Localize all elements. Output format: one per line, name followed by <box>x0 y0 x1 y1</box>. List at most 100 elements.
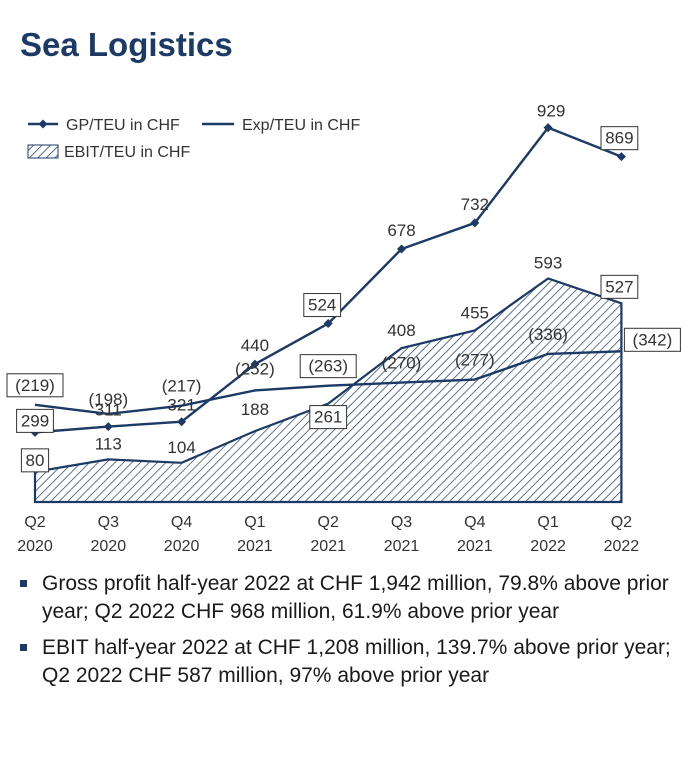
data-label-text: 440 <box>241 336 269 355</box>
data-label-text: (342) <box>633 330 673 349</box>
legend-hatch-icon <box>27 144 59 159</box>
label-box <box>309 405 348 430</box>
gp-data-label: 869 <box>600 126 639 151</box>
ebit-data-label: 527 <box>600 274 639 299</box>
legend-label: GP/TEU in CHF <box>66 117 180 134</box>
gp-data-label: 678 <box>387 221 415 240</box>
tick-year: 2022 <box>530 538 566 555</box>
gp-data-label: 311 <box>95 401 122 420</box>
data-label-text: 261 <box>314 408 342 427</box>
x-tick-label: Q2 2021 <box>310 514 346 555</box>
label-box <box>16 408 54 433</box>
data-label-text: 678 <box>387 221 415 240</box>
ebit-area <box>33 277 623 504</box>
x-tick-label: Q1 2021 <box>237 514 273 555</box>
gp-data-label: 321 <box>167 396 195 415</box>
gp-point-marker <box>470 218 480 228</box>
data-label-text: 188 <box>241 400 269 419</box>
exp-data-label: (252) <box>235 359 275 378</box>
data-label-text: (198) <box>88 390 128 409</box>
exp-teu-line <box>34 350 622 416</box>
tick-year: 2020 <box>91 538 127 555</box>
legend: GP/TEU in CHF Exp/TEU in CHF EBIT/TEU in C… <box>27 117 360 161</box>
tick-year: 2020 <box>164 538 200 555</box>
data-label-text: (336) <box>528 325 568 344</box>
data-label-text: 524 <box>308 296 336 315</box>
bullet-text: EBIT half-year 2022 at CHF 1,208 million… <box>42 636 671 687</box>
legend-diamond-icon <box>38 119 48 129</box>
gp-data-label: 929 <box>537 102 565 121</box>
legend-item-exp: Exp/TEU in CHF <box>202 117 360 134</box>
x-tick-label: Q2 2020 <box>17 514 53 555</box>
exp-data-label: (198) <box>88 390 128 409</box>
tick-year: 2021 <box>457 538 493 555</box>
gp-data-label: 299 <box>16 408 54 433</box>
ebit-area-series <box>33 277 623 504</box>
bullet-list: Gross profit half-year 2022 at CHF 1,942… <box>18 570 678 698</box>
label-box <box>600 126 639 151</box>
tick-quarter: Q4 <box>171 514 192 531</box>
ebit-data-label: 113 <box>95 434 122 453</box>
tick-quarter: Q2 <box>611 514 632 531</box>
data-label-text: 311 <box>95 401 122 420</box>
x-tick-label: Q1 2022 <box>530 514 566 555</box>
gp-point-marker <box>543 123 553 133</box>
gp-point-marker <box>250 359 260 369</box>
tick-quarter: Q4 <box>464 514 485 531</box>
data-label-text: 104 <box>167 438 195 457</box>
exp-data-label: (263) <box>299 354 357 379</box>
data-label-text: 869 <box>605 129 633 148</box>
ebit-data-label: 104 <box>167 438 195 457</box>
ebit-data-label: 188 <box>241 400 269 419</box>
tick-quarter: Q1 <box>537 514 558 531</box>
data-label-text: 593 <box>534 253 562 272</box>
bullet-square-icon <box>20 644 27 651</box>
legend-item-ebit: EBIT/TEU in CHF <box>27 144 190 161</box>
exp-data-label: (217) <box>162 377 202 396</box>
lines-layer <box>30 123 626 437</box>
x-tick-label: Q4 2021 <box>457 514 493 555</box>
x-tick-label: Q4 2020 <box>164 514 200 555</box>
data-label-text: 408 <box>387 321 415 340</box>
legend-item-gp: GP/TEU in CHF <box>28 117 180 134</box>
data-label-text: 299 <box>21 411 49 430</box>
chart: GP/TEU in CHF Exp/TEU in CHF EBIT/TEU in C… <box>6 102 681 555</box>
x-tick-label: Q3 2020 <box>91 514 127 555</box>
data-label-text: 527 <box>605 277 633 296</box>
label-box <box>299 354 357 379</box>
ebit-data-label: 261 <box>309 405 348 430</box>
data-label-text: 321 <box>167 396 195 415</box>
label-box <box>600 274 639 299</box>
tick-year: 2021 <box>237 538 273 555</box>
label-box <box>303 293 342 318</box>
tick-year: 2021 <box>384 538 420 555</box>
label-box <box>623 327 681 352</box>
data-labels: 299 311 321 440 524 678 732 929 869 (219) (198) (21… <box>6 102 681 473</box>
tick-year: 2020 <box>17 538 53 555</box>
gp-point-marker <box>103 422 113 432</box>
ebit-data-label: 455 <box>461 303 489 322</box>
x-tick-label: Q2 2022 <box>604 514 640 555</box>
ebit-data-label: 593 <box>534 253 562 272</box>
legend-label: Exp/TEU in CHF <box>242 117 360 134</box>
data-label-text: (219) <box>15 376 55 395</box>
tick-year: 2022 <box>604 538 640 555</box>
tick-quarter: Q1 <box>244 514 265 531</box>
gp-point-marker <box>397 244 406 254</box>
data-label-text: (277) <box>455 351 495 370</box>
ebit-data-label: 408 <box>387 321 415 340</box>
gp-data-label: 440 <box>241 336 269 355</box>
tick-quarter: Q3 <box>98 514 119 531</box>
bullet-square-icon <box>20 580 27 587</box>
data-label-text: 455 <box>461 303 489 322</box>
label-box <box>20 448 50 473</box>
data-label-text: (270) <box>382 354 422 373</box>
x-axis: Q2 2020 Q3 2020 Q4 2020 Q1 2021 Q2 2021 Q3 2021 Q4 20… <box>17 514 639 555</box>
gp-point-marker <box>323 319 333 329</box>
exp-data-label: (342) <box>623 327 681 352</box>
tick-quarter: Q2 <box>24 514 45 531</box>
ebit-data-label: 80 <box>20 448 50 473</box>
data-label-text: (217) <box>162 377 202 396</box>
data-label-text: 929 <box>537 102 565 121</box>
data-label-text: 113 <box>95 434 122 453</box>
